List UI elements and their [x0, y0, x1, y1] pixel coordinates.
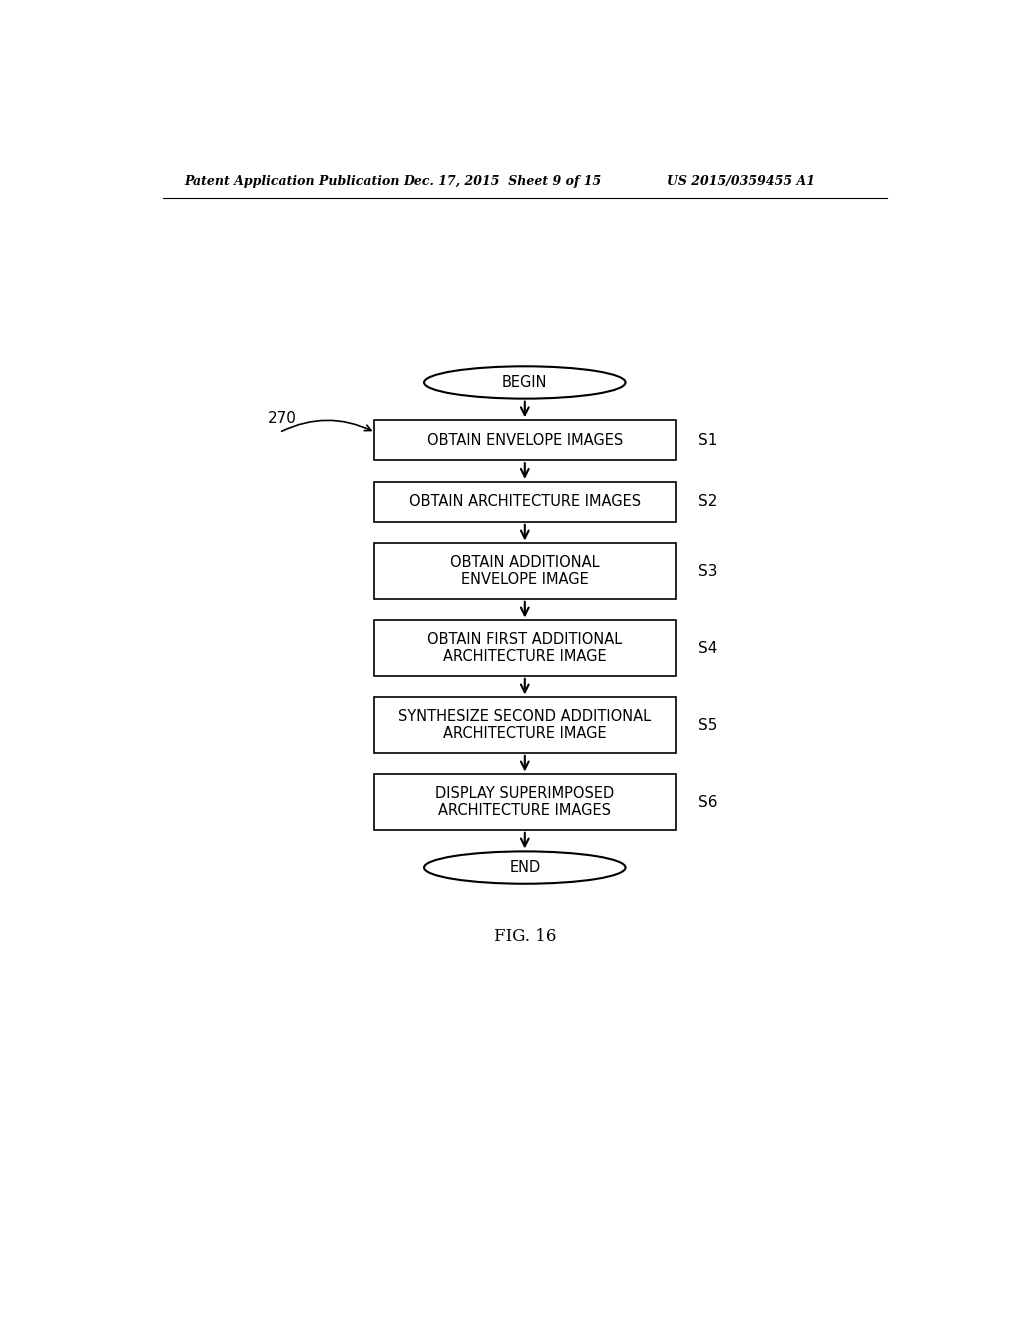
- Text: DISPLAY SUPERIMPOSED
ARCHITECTURE IMAGES: DISPLAY SUPERIMPOSED ARCHITECTURE IMAGES: [435, 785, 614, 818]
- Text: Dec. 17, 2015  Sheet 9 of 15: Dec. 17, 2015 Sheet 9 of 15: [403, 176, 601, 187]
- Text: OBTAIN FIRST ADDITIONAL
ARCHITECTURE IMAGE: OBTAIN FIRST ADDITIONAL ARCHITECTURE IMA…: [427, 632, 623, 664]
- Text: END: END: [509, 861, 541, 875]
- FancyBboxPatch shape: [374, 544, 676, 599]
- Text: OBTAIN ADDITIONAL
ENVELOPE IMAGE: OBTAIN ADDITIONAL ENVELOPE IMAGE: [450, 554, 600, 587]
- Text: S4: S4: [697, 640, 717, 656]
- Text: S5: S5: [697, 718, 717, 733]
- FancyBboxPatch shape: [374, 482, 676, 521]
- FancyBboxPatch shape: [374, 620, 676, 676]
- Text: S2: S2: [697, 494, 717, 510]
- FancyBboxPatch shape: [374, 420, 676, 461]
- Ellipse shape: [424, 851, 626, 884]
- Text: 270: 270: [267, 411, 296, 426]
- Text: US 2015/0359455 A1: US 2015/0359455 A1: [667, 176, 815, 187]
- Text: OBTAIN ARCHITECTURE IMAGES: OBTAIN ARCHITECTURE IMAGES: [409, 494, 641, 510]
- Text: BEGIN: BEGIN: [502, 375, 548, 389]
- Text: S1: S1: [697, 433, 717, 447]
- FancyBboxPatch shape: [374, 775, 676, 830]
- Text: S6: S6: [697, 795, 717, 809]
- Text: FIG. 16: FIG. 16: [494, 928, 556, 945]
- Text: Patent Application Publication: Patent Application Publication: [183, 176, 399, 187]
- Text: SYNTHESIZE SECOND ADDITIONAL
ARCHITECTURE IMAGE: SYNTHESIZE SECOND ADDITIONAL ARCHITECTUR…: [398, 709, 651, 742]
- FancyBboxPatch shape: [374, 697, 676, 752]
- Text: OBTAIN ENVELOPE IMAGES: OBTAIN ENVELOPE IMAGES: [427, 433, 623, 447]
- Text: S3: S3: [697, 564, 717, 578]
- Ellipse shape: [424, 367, 626, 399]
